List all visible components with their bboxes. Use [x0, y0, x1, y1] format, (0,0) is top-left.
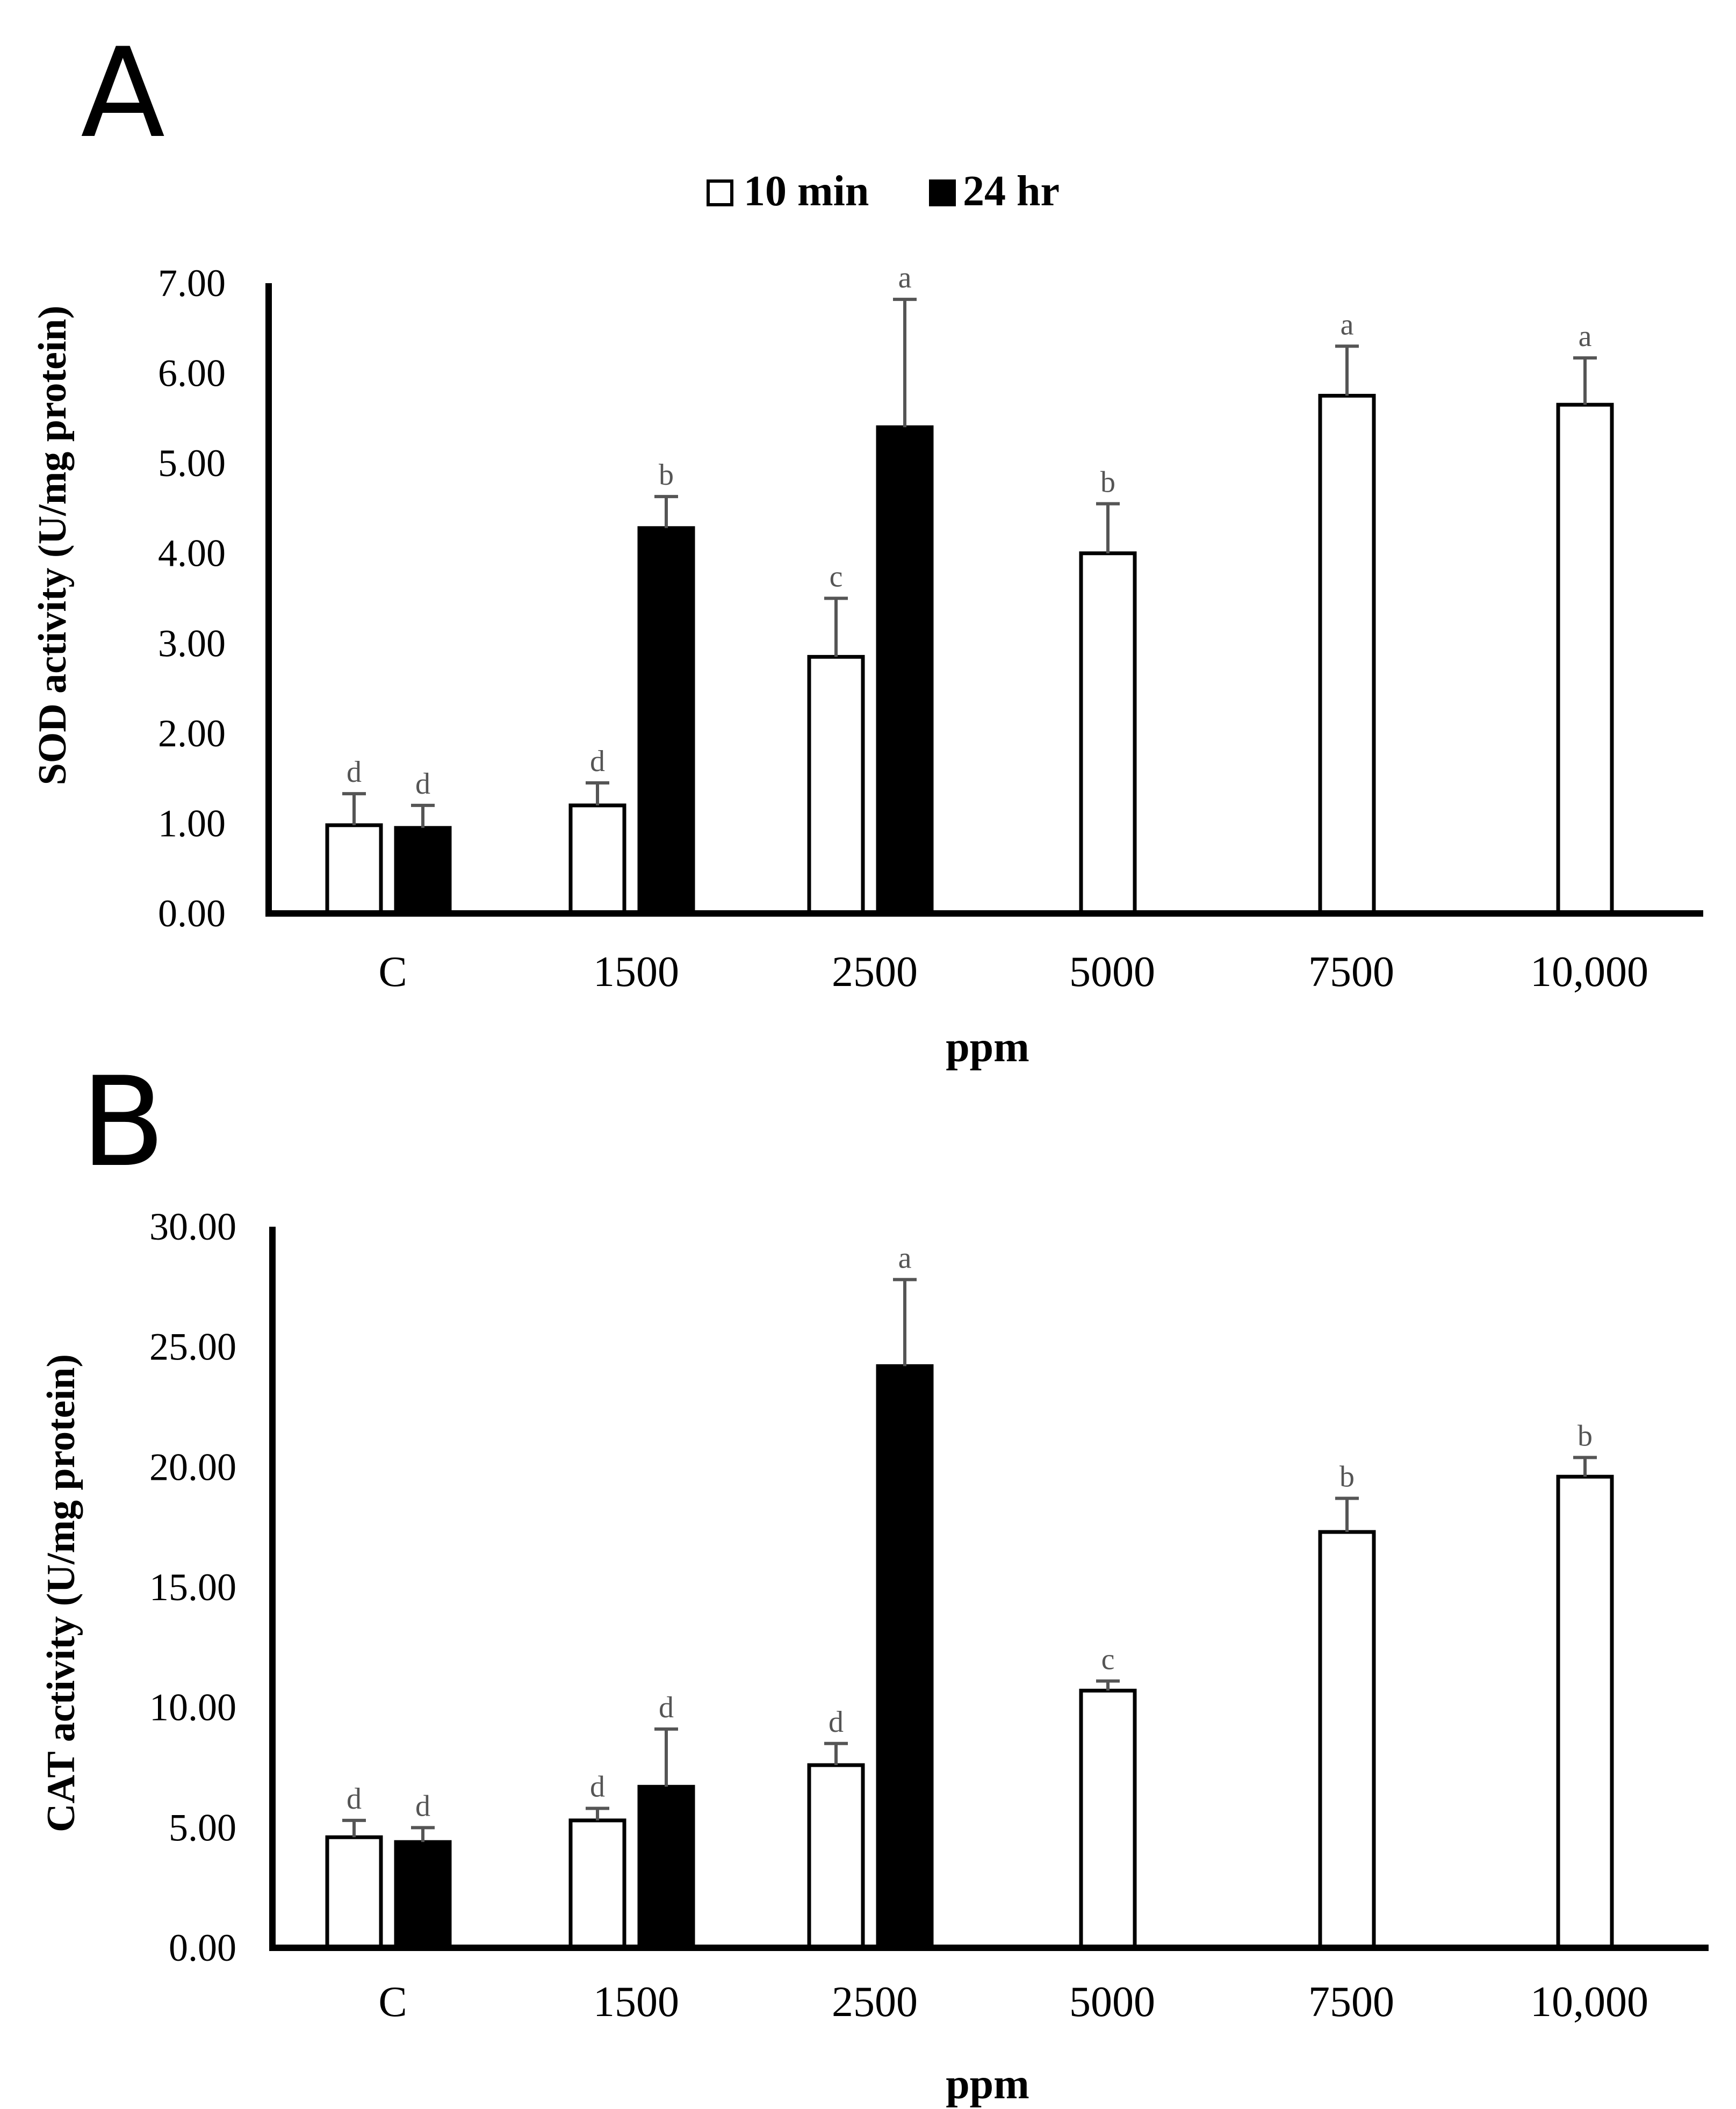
bar: [394, 826, 452, 916]
bar: [568, 803, 626, 916]
bar: [325, 823, 383, 916]
x-tick-label: 10,000: [1530, 948, 1648, 996]
chart-b: 0.00 5.00 10.00 15.00 20.00 25.00 30.00 CAT act…: [39, 1205, 1709, 2108]
y-tick-label: 5.00: [169, 1806, 236, 1849]
bar: [876, 425, 934, 916]
bar: [1556, 1474, 1614, 1950]
x-tick-label: C: [378, 948, 407, 996]
bar: [394, 1840, 452, 1950]
x-tick-label: 1500: [593, 948, 679, 996]
x-tick-label: 10,000: [1530, 1978, 1648, 2026]
x-axis-title: ppm: [946, 2061, 1029, 2108]
bar: [807, 654, 865, 916]
bar: [1556, 402, 1614, 916]
x-tick-label: C: [378, 1978, 407, 2026]
y-tick-label: 4.00: [158, 532, 226, 575]
y-tick-label: 2.00: [158, 712, 226, 755]
legend-label-10min: 10 min: [744, 168, 869, 215]
legend-label-24hr: 24 hr: [963, 168, 1060, 215]
significance-letter: b: [659, 458, 674, 492]
x-tick-label: 5000: [1069, 948, 1155, 996]
legend: 10 min 24 hr: [707, 168, 1060, 215]
significance-letter: d: [659, 1691, 674, 1724]
significance-letter: d: [347, 1782, 362, 1816]
bar: [1318, 393, 1376, 916]
legend-swatch-10min: [707, 179, 733, 206]
x-tick-label: 2500: [832, 1978, 918, 2026]
panel-label-b: B: [81, 1051, 165, 1194]
y-tick-label: 0.00: [169, 1926, 236, 1969]
y-tick-label: 3.00: [158, 622, 226, 665]
y-axis-title: CAT activity (U/mg protein): [39, 1354, 83, 1832]
y-tick-label: 1.00: [158, 802, 226, 845]
y-tick-label: 20.00: [149, 1445, 236, 1488]
bar: [568, 1818, 626, 1950]
bar: [1079, 551, 1137, 916]
significance-letter: d: [415, 1789, 430, 1823]
bar: [1318, 1530, 1376, 1950]
bar: [876, 1364, 934, 1950]
bar: [1079, 1688, 1137, 1950]
y-tick-label: 6.00: [158, 352, 226, 395]
y-tick-label: 0.00: [158, 892, 226, 935]
significance-letter: d: [590, 745, 605, 778]
significance-letter: c: [1101, 1643, 1115, 1676]
x-tick-label: 5000: [1069, 1978, 1155, 2026]
chart-a: 0.00 1.00 2.00 3.00 4.00 5.00 6.00 7.00 SOD acti…: [31, 261, 1703, 1071]
x-tick-label: 2500: [832, 948, 918, 996]
significance-letter: d: [590, 1770, 605, 1804]
bar: [325, 1835, 383, 1950]
y-tick-label: 7.00: [158, 262, 226, 305]
y-axis-title: SOD activity (U/mg protein): [31, 306, 75, 786]
y-tick-label: 10.00: [149, 1686, 236, 1729]
y-tick-label: 30.00: [149, 1205, 236, 1248]
significance-letter: b: [1339, 1460, 1355, 1493]
significance-letter: a: [1579, 320, 1592, 353]
significance-letter: a: [1341, 308, 1354, 341]
significance-letter: a: [898, 1241, 912, 1275]
significance-letter: d: [347, 755, 362, 789]
significance-letter: b: [1100, 466, 1115, 499]
legend-swatch-24hr: [929, 179, 956, 206]
significance-letter: d: [829, 1705, 844, 1739]
bar: [637, 526, 695, 916]
bar: [637, 1784, 695, 1950]
significance-letter: a: [898, 261, 912, 294]
x-tick-label: 7500: [1308, 948, 1394, 996]
y-tick-label: 5.00: [158, 442, 226, 485]
y-tick-label: 25.00: [149, 1326, 236, 1369]
x-tick-label: 1500: [593, 1978, 679, 2026]
panel-label-a: A: [81, 22, 165, 165]
significance-letter: b: [1577, 1419, 1593, 1452]
y-tick-label: 15.00: [149, 1566, 236, 1609]
significance-letter: d: [415, 767, 430, 801]
x-axis-title: ppm: [946, 1024, 1029, 1071]
x-tick-label: 7500: [1308, 1978, 1394, 2026]
bar: [807, 1763, 865, 1950]
significance-letter: c: [830, 560, 843, 594]
